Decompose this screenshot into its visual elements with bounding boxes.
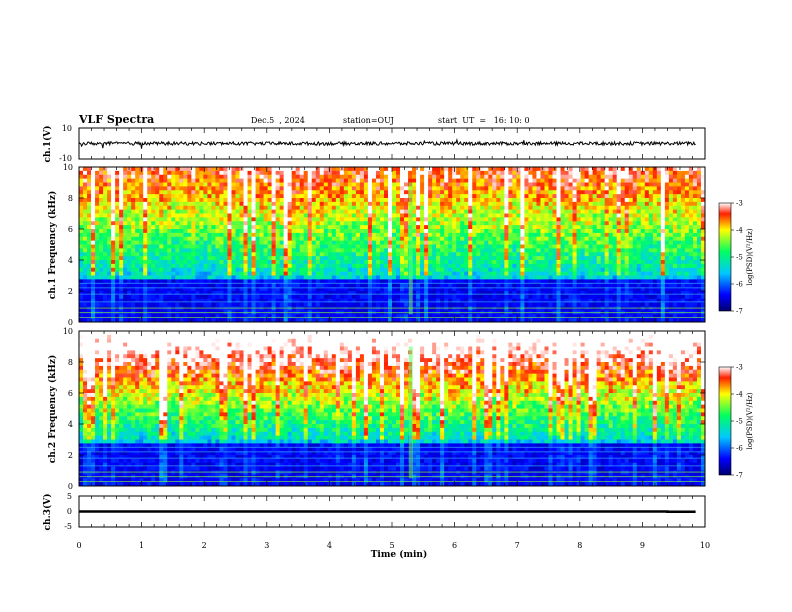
freq-tick-label: 4 bbox=[68, 420, 73, 429]
ch3-waveform-ylabel: ch.3(V) bbox=[42, 494, 53, 531]
colorbar-tick-label: -4 bbox=[736, 391, 743, 399]
colorbar-tick-label: -5 bbox=[736, 418, 743, 426]
ch1-spectrogram-panel: 0 2 4 6 8 10 ch.1 Frequency (kHz) bbox=[47, 163, 706, 327]
colorbar-tick-label: -7 bbox=[736, 472, 743, 480]
colorbar-tick-label: -6 bbox=[736, 445, 743, 453]
freq-tick-label: 6 bbox=[68, 225, 73, 234]
x-tick-label: 5 bbox=[389, 541, 394, 550]
freq-tick-label: 2 bbox=[68, 451, 73, 460]
x-tick-label: 6 bbox=[452, 541, 457, 550]
freq-tick-label: 2 bbox=[68, 287, 73, 296]
x-axis-label: Time (min) bbox=[371, 549, 428, 560]
x-tick-label: 8 bbox=[577, 541, 582, 550]
start-time-label: start UT = 16: 10: 0 bbox=[438, 116, 530, 125]
x-tick-label: 7 bbox=[515, 541, 520, 550]
freq-tick-label: 10 bbox=[63, 327, 73, 336]
ch2-spectrogram-panel: 0 2 4 6 8 10 ch.2 Frequency (kHz) bbox=[47, 327, 706, 491]
ch1-ytick-bottom: -10 bbox=[59, 154, 72, 163]
date-label: Dec.5 , 2024 bbox=[251, 116, 305, 125]
ch1-waveform-panel: 10 -10 ch.1(V) bbox=[42, 124, 706, 163]
ch1-ytick-top: 10 bbox=[62, 124, 72, 133]
ch1-colorbar: -3 -4 -5 -6 -7 log(PSD)(V²/Hz) bbox=[718, 200, 754, 316]
ch1-waveform-ylabel: ch.1(V) bbox=[42, 126, 53, 163]
ch2-colorbar-label: log(PSD)(V²/Hz) bbox=[746, 392, 754, 449]
ch1-spectrogram bbox=[79, 167, 706, 323]
ch1-colorbar-label: log(PSD)(V²/Hz) bbox=[746, 228, 754, 285]
station-label: station=OUJ bbox=[343, 116, 394, 125]
ch1-waveform-line bbox=[78, 137, 696, 149]
freq-tick-label: 8 bbox=[68, 358, 73, 367]
colorbar-tick-label: -7 bbox=[736, 308, 743, 316]
ch2-colorbar: -3 -4 -5 -6 -7 log(PSD)(V²/Hz) bbox=[718, 364, 754, 480]
freq-tick-label: 8 bbox=[68, 194, 73, 203]
x-tick-label: 10 bbox=[700, 541, 710, 550]
x-tick-label: 0 bbox=[76, 541, 81, 550]
x-tick-label: 3 bbox=[264, 541, 269, 550]
ch3-ytick-mid: 0 bbox=[67, 507, 72, 516]
ch3-ytick-bottom: -5 bbox=[64, 522, 72, 531]
x-tick-label: 2 bbox=[202, 541, 207, 550]
freq-tick-label: 4 bbox=[68, 256, 73, 265]
colorbar-tick-label: -3 bbox=[736, 200, 743, 208]
colorbar-tick-label: -5 bbox=[736, 254, 743, 262]
colorbar-tick-label: -6 bbox=[736, 281, 743, 289]
figure-title: VLF Spectra bbox=[79, 113, 155, 126]
x-tick-label: 1 bbox=[139, 541, 144, 550]
x-tick-label: 9 bbox=[640, 541, 645, 550]
freq-tick-label: 0 bbox=[68, 318, 73, 327]
freq-tick-label: 6 bbox=[68, 389, 73, 398]
freq-tick-label: 10 bbox=[63, 163, 73, 172]
colorbar-tick-label: -4 bbox=[736, 227, 743, 235]
x-tick-label: 4 bbox=[327, 541, 332, 550]
freq-tick-label: 0 bbox=[68, 482, 73, 491]
ch2-spectrogram bbox=[79, 331, 706, 487]
ch3-waveform-panel: 5 0 -5 ch.3(V) bbox=[42, 492, 706, 531]
ch1-spectrogram-ylabel: ch.1 Frequency (kHz) bbox=[47, 191, 58, 300]
ch3-ytick-top: 5 bbox=[67, 492, 72, 501]
colorbar-tick-label: -3 bbox=[736, 364, 743, 372]
ch2-spectrogram-ylabel: ch.2 Frequency (kHz) bbox=[47, 355, 58, 464]
